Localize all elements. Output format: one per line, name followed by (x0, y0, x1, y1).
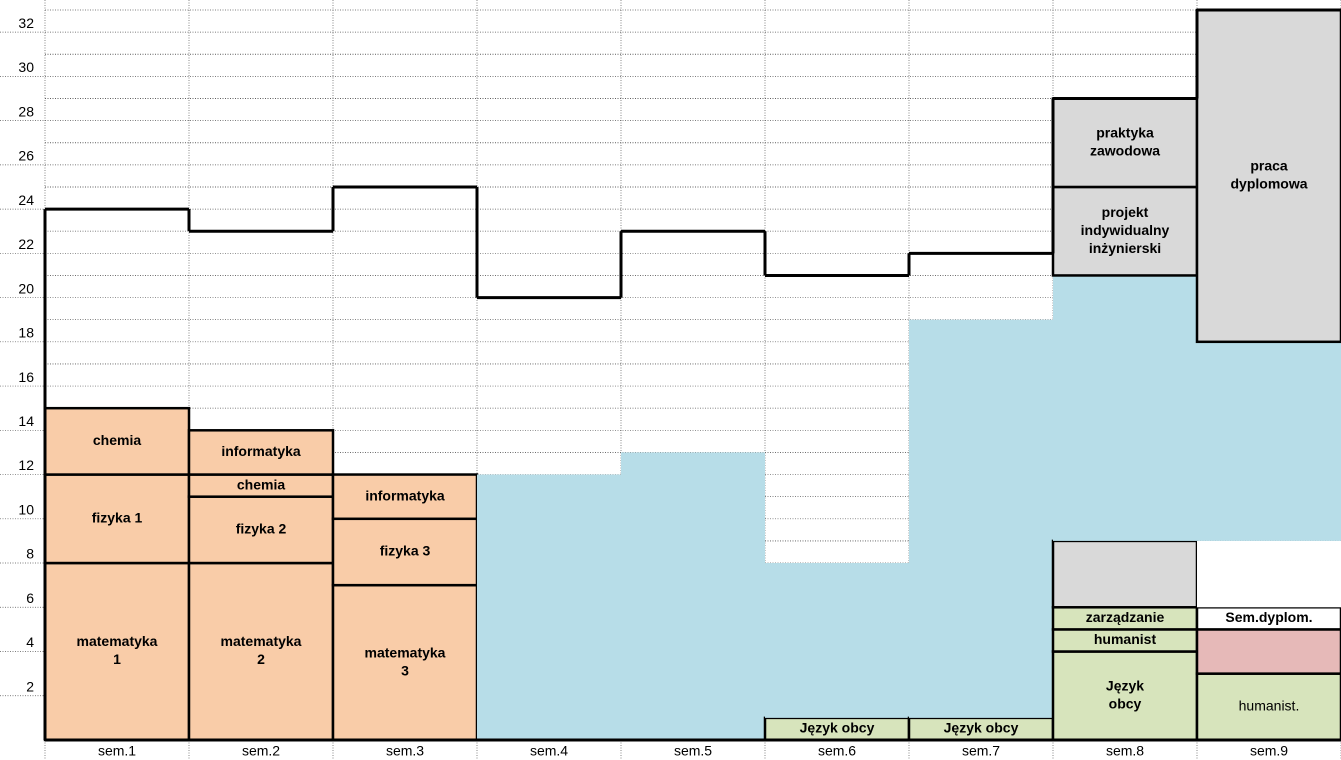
block (187, 561, 335, 742)
block (1195, 8, 1341, 344)
y-tick-label: 2 (26, 678, 34, 694)
block-label: praktyka (1096, 124, 1154, 140)
y-tick-label: 26 (18, 148, 34, 164)
block-label: chemia (93, 432, 141, 448)
x-tick-label: sem.9 (1250, 743, 1288, 759)
y-tick-label: 4 (26, 634, 34, 650)
y-tick-label: 24 (18, 192, 34, 208)
block-label: 3 (401, 662, 409, 678)
y-tick-label: 8 (26, 546, 34, 562)
y-tick-label: 30 (18, 59, 34, 75)
block-label: 1 (113, 651, 121, 667)
block (1195, 628, 1341, 675)
x-tick-label: sem.5 (674, 743, 712, 759)
y-tick-label: 22 (18, 236, 34, 252)
block-label: humanist (1094, 631, 1157, 647)
block (1195, 672, 1341, 742)
block (1051, 650, 1199, 742)
block-label: praca (1250, 158, 1288, 174)
block (43, 561, 191, 742)
x-tick-label: sem.7 (962, 743, 1000, 759)
block (1051, 185, 1199, 277)
block-label: fizyka 2 (236, 521, 287, 537)
y-tick-label: 10 (18, 501, 34, 517)
block-label: Język obcy (944, 720, 1019, 736)
block-label: 2 (257, 651, 265, 667)
block (43, 406, 191, 476)
block-label: matematyka (365, 644, 446, 660)
block (765, 563, 909, 718)
block (187, 495, 335, 565)
block-label: zarządzanie (1086, 609, 1165, 625)
block-label: zawodowa (1090, 142, 1160, 158)
block-label: inżynierski (1089, 240, 1161, 256)
x-tick-label: sem.4 (530, 743, 568, 759)
block (331, 473, 479, 521)
block (187, 429, 335, 476)
block-label: informatyka (365, 487, 445, 503)
block-label: indywidualny (1081, 222, 1170, 238)
y-tick-label: 18 (18, 325, 34, 341)
x-tick-label: sem.6 (818, 743, 856, 759)
block (331, 517, 479, 587)
block (1053, 275, 1197, 541)
block (477, 474, 621, 740)
y-tick-label: 6 (26, 590, 34, 606)
y-tick-label: 32 (18, 15, 34, 31)
block-label: obcy (1109, 695, 1142, 711)
x-tick-label: sem.8 (1106, 743, 1144, 759)
block-label: matematyka (77, 633, 158, 649)
block-label: fizyka 3 (380, 543, 431, 559)
block (909, 319, 1053, 718)
block (1051, 97, 1199, 189)
block-label: chemia (237, 476, 285, 492)
block (43, 473, 191, 565)
y-tick-label: 16 (18, 369, 34, 385)
y-tick-label: 20 (18, 280, 34, 296)
block (621, 452, 765, 740)
x-tick-label: sem.3 (386, 743, 424, 759)
block-label: dyplomowa (1230, 176, 1307, 192)
block (331, 583, 479, 742)
block-label: informatyka (221, 443, 301, 459)
block-label: fizyka 1 (92, 509, 143, 525)
block-label: matematyka (221, 633, 302, 649)
block (1051, 539, 1199, 609)
block-label: Sem.dyplom. (1225, 609, 1312, 625)
block-label: projekt (1102, 204, 1149, 220)
y-tick-label: 12 (18, 457, 34, 473)
block-label: Język (1106, 677, 1144, 693)
y-tick-label: 14 (18, 413, 34, 429)
block (1197, 341, 1341, 541)
block-label: humanist. (1239, 698, 1300, 714)
x-tick-label: sem.1 (98, 743, 136, 759)
y-tick-label: 28 (18, 103, 34, 119)
x-tick-label: sem.2 (242, 743, 280, 759)
block-label: Język obcy (800, 720, 875, 736)
block (1197, 540, 1341, 608)
